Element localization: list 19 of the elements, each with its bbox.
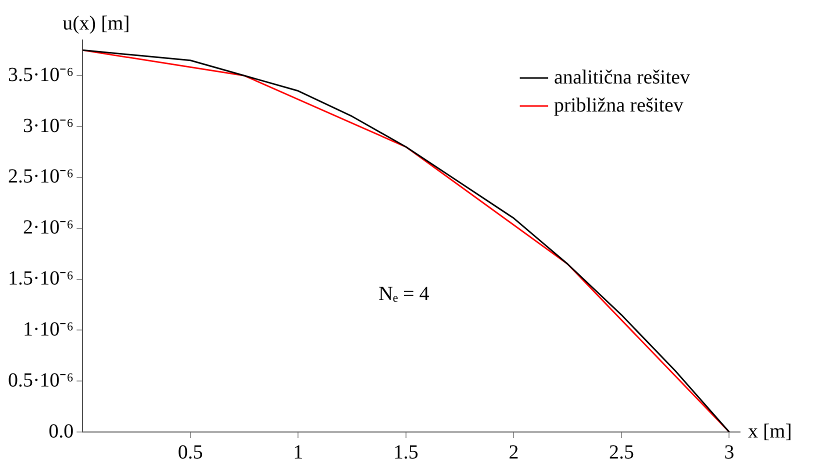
y-tick-label: 1·10⁻⁶	[22, 318, 74, 340]
x-tick-label: 0.5	[178, 441, 203, 464]
y-tick-label: 3.5·10⁻⁶	[8, 64, 74, 86]
y-tick-label: 0.0	[48, 420, 74, 442]
y-axis-title: u(x) [m]	[62, 12, 130, 34]
x-tick-label: 2	[508, 441, 519, 464]
x-tick-label: 1.5	[393, 441, 418, 464]
y-tick-label: 2·10⁻⁶	[22, 216, 74, 239]
y-tick-label: 3·10⁻⁶	[22, 114, 74, 137]
x-tick-label: 3	[724, 441, 734, 464]
y-tick-label: 2.5·10⁻⁶	[8, 166, 74, 188]
legend-label: analitična rešitev	[554, 66, 690, 88]
legend-label: približna rešitev	[554, 94, 684, 116]
x-tick-label: 2.5	[608, 441, 634, 464]
y-tick-label: 0.5·10⁻⁶	[8, 369, 74, 392]
x-tick-label: 1	[293, 441, 304, 464]
y-tick-label: 1.5·10⁻⁶	[8, 268, 74, 290]
x-axis-title: x [m]	[748, 420, 792, 442]
annotation: Nₑ = 4	[378, 283, 430, 306]
